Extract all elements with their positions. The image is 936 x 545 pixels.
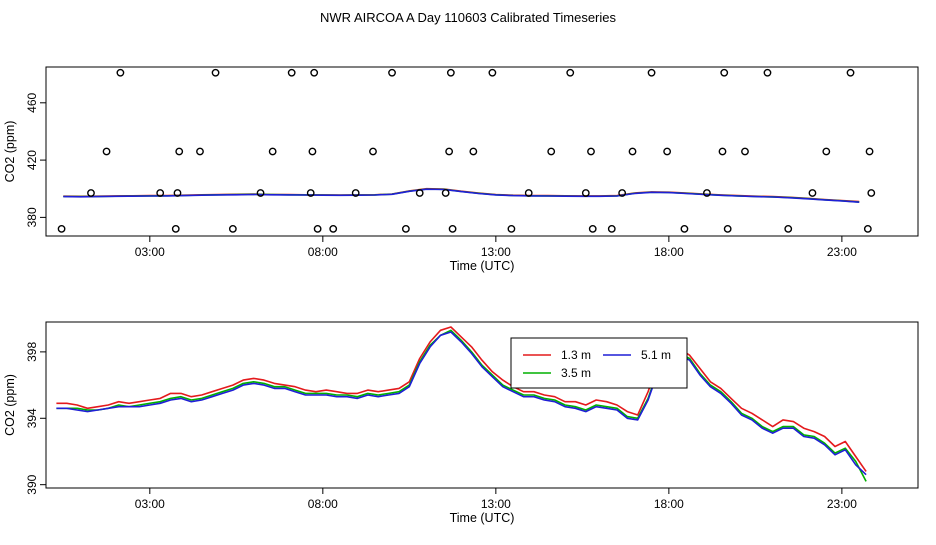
data-point	[703, 189, 711, 197]
data-point	[441, 189, 450, 197]
data-point	[87, 189, 95, 197]
data-point	[313, 224, 322, 233]
data-point	[566, 68, 575, 77]
x-tick-label: 08:00	[308, 245, 338, 259]
data-point	[741, 147, 749, 156]
data-point	[628, 147, 637, 156]
data-point	[846, 68, 855, 77]
data-point	[156, 189, 165, 197]
data-point	[587, 147, 595, 156]
data-point	[618, 189, 627, 197]
data-point	[723, 224, 732, 233]
plot-frame	[45, 66, 919, 237]
data-point	[488, 68, 497, 77]
legend: 1.3 m 3.5 m 5.1 m	[510, 337, 688, 389]
y-tick-label: 394	[25, 408, 39, 428]
x-tick-label: 23:00	[827, 245, 857, 259]
data-point	[102, 147, 111, 156]
data-point	[448, 224, 457, 233]
data-point	[308, 147, 317, 156]
data-point	[329, 224, 338, 233]
x-tick-label: 03:00	[135, 497, 165, 511]
data-point	[524, 189, 533, 197]
x-axis-label: Time (UTC)	[450, 511, 515, 525]
data-point	[588, 224, 597, 233]
data-point	[173, 189, 182, 197]
data-point	[388, 68, 396, 77]
data-point	[718, 147, 727, 156]
data-point	[287, 68, 296, 77]
x-axis-label: Time (UTC)	[450, 259, 515, 273]
data-point	[581, 189, 590, 197]
data-point	[369, 147, 377, 156]
data-point	[507, 224, 516, 233]
legend-box	[510, 337, 688, 389]
series-line-5-1-m	[63, 188, 860, 203]
data-point	[808, 189, 817, 197]
series-line-5-1-m	[56, 331, 867, 476]
data-point	[57, 224, 66, 233]
data-point	[116, 68, 125, 77]
data-point	[268, 147, 277, 156]
series-line-1-3-m	[56, 326, 867, 472]
plot-frame	[45, 321, 919, 489]
data-point	[720, 68, 729, 77]
y-tick-label: 380	[25, 207, 39, 227]
data-point	[867, 189, 876, 197]
data-point	[196, 147, 204, 156]
y-tick-label: 390	[25, 474, 39, 494]
data-point	[647, 68, 656, 77]
x-tick-label: 03:00	[135, 245, 165, 259]
data-point	[310, 68, 319, 77]
y-tick-label: 420	[25, 150, 39, 170]
data-point	[763, 68, 772, 77]
data-point	[680, 224, 689, 233]
top-panel: 03:00 08:00 13:00 18:00 23:00 380 420 460 Time (…	[3, 66, 919, 273]
bottom-panel: 03:00 08:00 13:00 18:00 23:00 390 394 398 Time (…	[3, 321, 919, 525]
data-point	[607, 224, 616, 233]
data-point	[415, 189, 424, 197]
data-point	[306, 189, 315, 197]
legend-label: 3.5 m	[561, 366, 591, 380]
data-point	[175, 147, 184, 156]
y-tick-label: 398	[25, 342, 39, 362]
data-point	[351, 189, 360, 197]
x-tick-label: 13:00	[481, 497, 511, 511]
data-point	[446, 68, 455, 77]
data-point	[784, 224, 793, 233]
data-point	[547, 147, 556, 156]
data-point	[445, 147, 454, 156]
data-point	[401, 224, 410, 233]
data-point	[822, 147, 831, 156]
legend-label: 1.3 m	[561, 348, 591, 362]
data-point	[211, 68, 220, 77]
x-tick-label: 08:00	[308, 497, 338, 511]
x-tick-label: 23:00	[827, 497, 857, 511]
data-point	[865, 147, 874, 156]
x-tick-label: 13:00	[481, 245, 511, 259]
data-point	[171, 224, 180, 233]
data-point	[256, 189, 265, 197]
y-axis-label: CO2 (ppm)	[3, 374, 17, 436]
y-axis-label: CO2 (ppm)	[3, 121, 17, 183]
figure-title: NWR AIRCOA A Day 110603 Calibrated Times…	[320, 10, 616, 25]
data-point	[228, 224, 237, 233]
data-point	[663, 147, 672, 156]
series-line-3-5-m	[56, 329, 867, 482]
x-tick-label: 18:00	[654, 245, 684, 259]
data-point	[469, 147, 478, 156]
x-tick-label: 18:00	[654, 497, 684, 511]
data-point	[863, 224, 872, 233]
legend-label: 5.1 m	[641, 348, 671, 362]
y-tick-label: 460	[25, 92, 39, 112]
